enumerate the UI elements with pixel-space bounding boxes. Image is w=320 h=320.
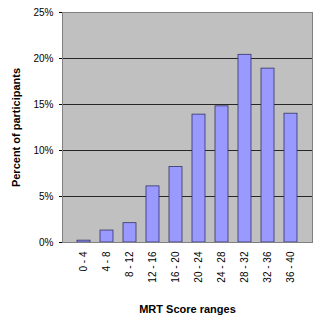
svg-text:5%: 5% [39,191,54,202]
svg-text:15%: 15% [33,99,53,110]
svg-text:36 - 40: 36 - 40 [285,251,296,283]
svg-text:10%: 10% [33,145,53,156]
svg-text:20%: 20% [33,53,53,64]
svg-text:24 - 28: 24 - 28 [216,251,227,283]
svg-text:12 - 16: 12 - 16 [147,251,158,283]
svg-text:0 - 4: 0 - 4 [78,251,89,271]
svg-text:28 - 32: 28 - 32 [239,251,250,283]
svg-text:8 - 12: 8 - 12 [124,251,135,277]
svg-text:Percent of participants: Percent of participants [10,68,22,187]
svg-text:25%: 25% [33,7,53,18]
svg-text:20 - 24: 20 - 24 [193,251,204,283]
svg-text:16 - 20: 16 - 20 [170,251,181,283]
svg-text:MRT Score ranges: MRT Score ranges [139,303,236,315]
svg-text:0%: 0% [39,237,54,248]
svg-text:4 - 8: 4 - 8 [101,251,112,271]
svg-text:32 - 36: 32 - 36 [262,251,273,283]
